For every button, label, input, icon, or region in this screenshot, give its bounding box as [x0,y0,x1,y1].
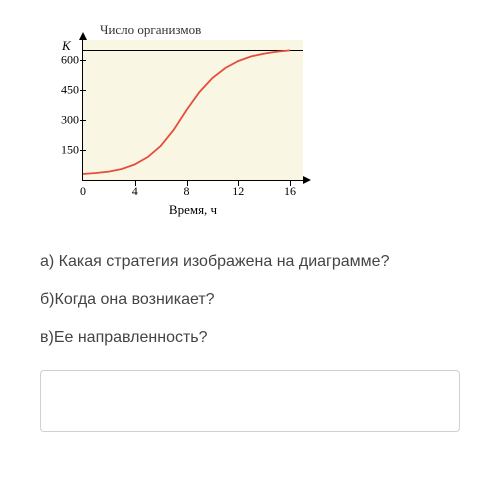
y-axis-arrow [79,32,87,40]
x-tick-mark [290,180,291,186]
x-tick-mark [187,180,188,186]
y-axis-title: Число организмов [100,22,201,38]
growth-curve [83,50,290,174]
question-b: б)Когда она возникает? [40,288,460,312]
x-axis-title: Время, ч [169,202,217,218]
answer-input-area[interactable] [40,370,460,432]
x-tick-label: 0 [80,180,86,199]
y-tick-mark [80,120,86,121]
question-a: а) Какая стратегия изображена на диаграм… [40,250,460,274]
chart: Число организмов K 150300450600 0481216 … [40,20,320,220]
questions-block: а) Какая стратегия изображена на диаграм… [40,250,460,350]
curve-svg [83,40,303,180]
y-tick-mark [80,90,86,91]
x-tick-mark [135,180,136,186]
question-v: в)Ее направленность? [40,326,460,350]
x-axis-arrow [303,176,311,184]
chart-container: Число организмов K 150300450600 0481216 … [40,20,320,220]
plot-area: 150300450600 0481216 Время, ч [82,40,303,181]
y-tick-mark [80,150,86,151]
y-tick-mark [80,60,86,61]
x-tick-mark [238,180,239,186]
